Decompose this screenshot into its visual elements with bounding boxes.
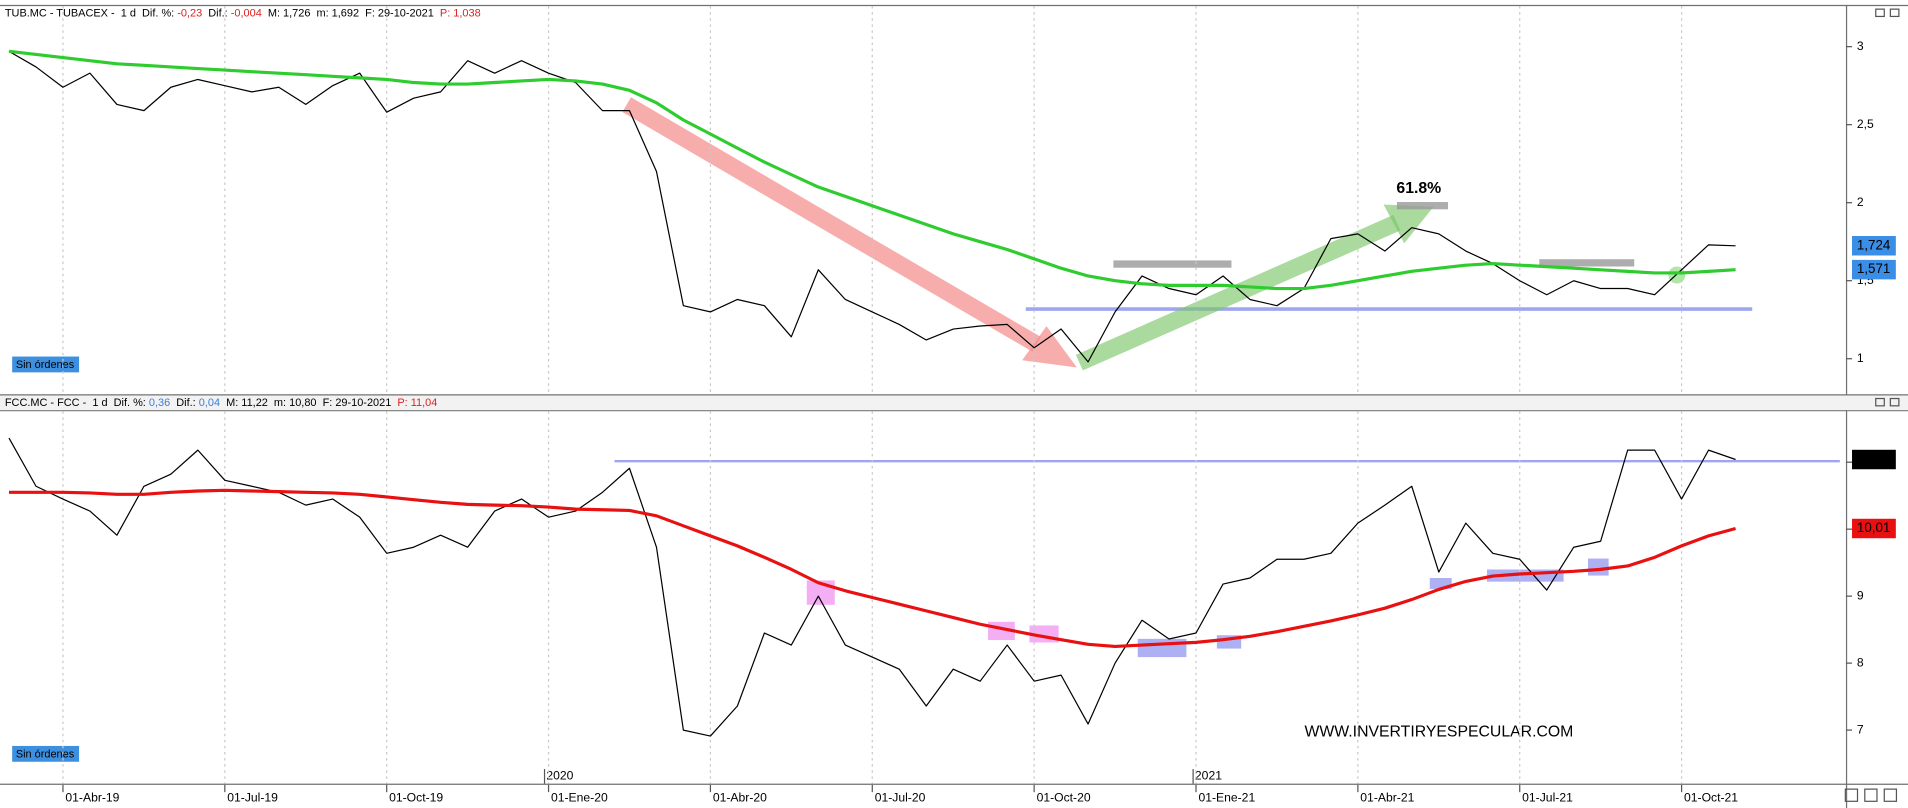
status-badge: [12, 745, 80, 762]
price-line: [8, 50, 1736, 363]
year-label: 2021: [1195, 769, 1222, 783]
x-tick-label: 01-Jul-21: [1522, 790, 1573, 804]
down-arrow-shaft: [622, 97, 1042, 352]
header-segment: 0,04: [199, 397, 220, 409]
watermark: WWW.INVERTIRYESPECULAR.COM: [1304, 724, 1573, 741]
last-value-label: 11: [1857, 451, 1871, 466]
pane-header: FCC.MC - FCC - 1 d Dif. %: 0,36 Dif.: 0,…: [5, 397, 437, 409]
x-tick-label: 01-Oct-20: [1037, 790, 1091, 804]
x-tick-label: 01-Jul-20: [875, 790, 926, 804]
minimize-button[interactable]: [1875, 8, 1885, 18]
window-buttons[interactable]: [1844, 8, 1900, 802]
last-value-box: [1852, 449, 1896, 470]
pane-header: TUB.MC - TUBACEX - 1 d Dif. %: -0,23 Dif…: [5, 7, 481, 19]
header-segment: P: 11,04: [397, 397, 437, 409]
last-value-box: [1852, 259, 1896, 280]
resistance-bar: [1539, 259, 1635, 267]
maximize-button[interactable]: [1889, 397, 1900, 407]
price-line: [8, 437, 1736, 737]
pane-separator: [0, 395, 1908, 411]
header-segment: Dif.:: [202, 7, 231, 19]
year-label: 2020: [546, 769, 573, 783]
header-segment: 0,36: [149, 397, 170, 409]
maximize-button[interactable]: [1889, 8, 1900, 18]
up-arrow-head: [1383, 204, 1434, 244]
highlight-box: [1137, 638, 1187, 658]
status-text: Sin órdenes: [16, 359, 75, 371]
frame: [0, 4, 1908, 808]
top-annotations: 61.8%: [622, 97, 1753, 371]
resistance-bar: [1113, 260, 1232, 268]
last-value-box: [1852, 518, 1896, 539]
header-segment: FCC.MC - FCC - 1 d Dif. %:: [5, 397, 149, 409]
moving-average-line: [8, 49, 1736, 291]
header-segment: -0,004: [231, 7, 262, 19]
x-tick-label: 01-Abr-19: [65, 790, 119, 804]
y-tick-label: 2,5: [1857, 117, 1874, 131]
header-segment: M: 11,22 m: 10,80 F: 29-10-2021: [220, 397, 397, 409]
fibonacci-label: 61.8%: [1396, 180, 1441, 197]
header-segment: -0,23: [177, 7, 202, 19]
x-tick-label: 01-Abr-21: [1360, 790, 1414, 804]
y-tick-label: 2: [1857, 195, 1864, 209]
y-tick-label: 1: [1857, 351, 1864, 365]
y-tick-label: 3: [1857, 39, 1864, 53]
header-segment: Dif.:: [170, 397, 199, 409]
highlight-box: [1587, 558, 1609, 576]
y-tick-label: 8: [1857, 655, 1864, 669]
resistance-bar: [1396, 202, 1449, 210]
x-tick-label: 01-Abr-20: [713, 790, 767, 804]
header-segment: TUB.MC - TUBACEX - 1 d Dif. %:: [5, 7, 177, 19]
last-value-label: 10,01: [1857, 520, 1890, 535]
last-value-label: 1,571: [1857, 261, 1890, 276]
x-tick-label: 01-Ene-20: [551, 790, 608, 804]
header-segment: P: 1,038: [440, 7, 481, 19]
y-tick-label: 7: [1857, 722, 1864, 736]
toolbar-button[interactable]: [1864, 788, 1878, 802]
up-arrow-shaft: [1075, 214, 1401, 371]
down-arrow-head: [1022, 326, 1077, 368]
moving-average-line: [9, 488, 1736, 648]
y-tick-label: 9: [1857, 588, 1864, 602]
x-tick-label: 01-Oct-19: [389, 790, 443, 804]
highlight-box: [1429, 578, 1452, 589]
x-tick-label: 01-Oct-21: [1684, 790, 1738, 804]
x-tick-label: 01-Ene-21: [1198, 790, 1255, 804]
toolbar-button[interactable]: [1883, 788, 1898, 802]
header-segment: M: 1,726 m: 1,692 F: 29-10-2021: [262, 7, 440, 19]
minimize-button[interactable]: [1875, 397, 1885, 407]
last-value-box: [1852, 236, 1896, 256]
last-value-label: 1,724: [1857, 237, 1891, 252]
x-tick-label: 01-Jul-19: [227, 790, 278, 804]
toolbar-button[interactable]: [1844, 788, 1859, 802]
status-text: Sin órdenes: [16, 748, 75, 760]
